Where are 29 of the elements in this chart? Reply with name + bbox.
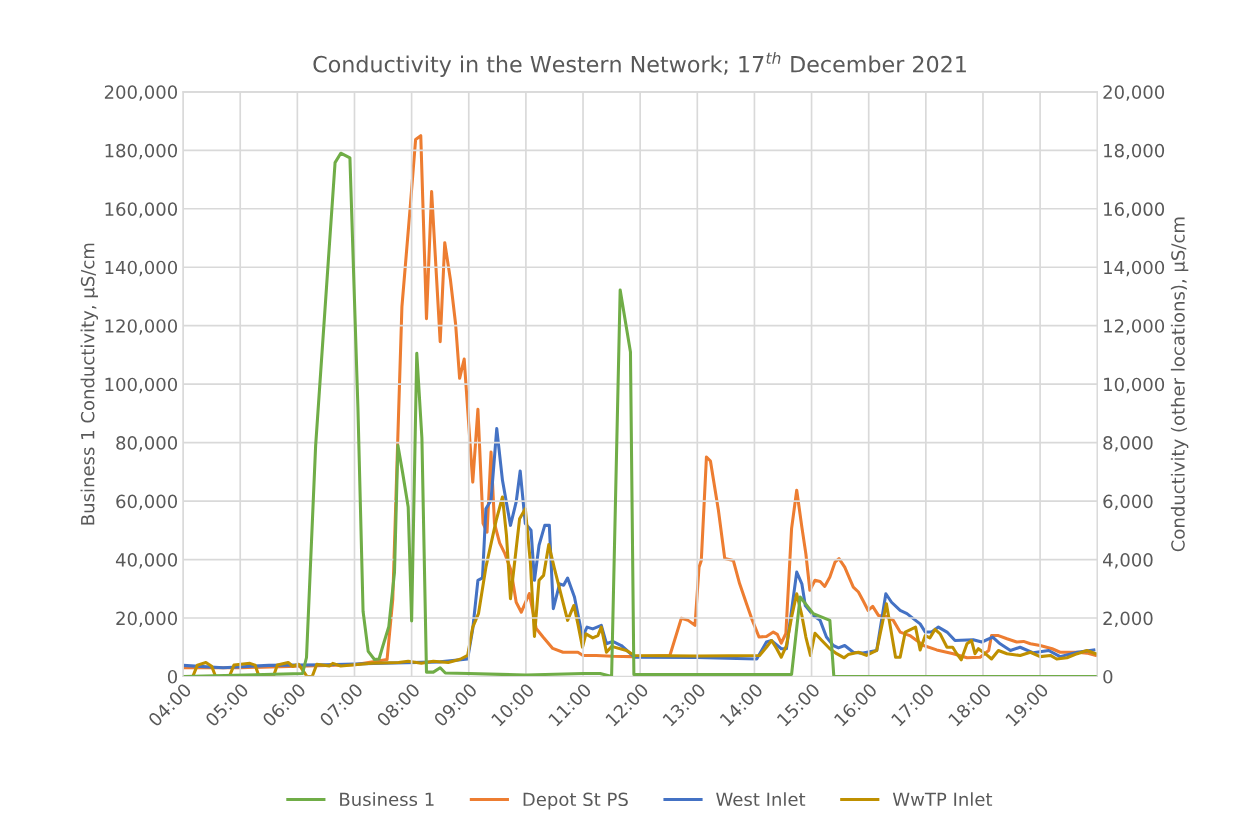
y2-tick-label: 16,000 (1104, 202, 1165, 218)
y2-tick-label: 2,000 (1103, 611, 1153, 627)
y-tick-label: 100,000 (105, 377, 178, 394)
y2-tick-label: 4,000 (1102, 553, 1153, 569)
y2-tick-label: 18,000 (1104, 143, 1165, 160)
legend-label: West Inlet (716, 792, 806, 807)
y-tick-label: 180,000 (105, 143, 178, 160)
y2-tick-label: 10,000 (1104, 377, 1165, 394)
y-tick-label: 0 (167, 669, 178, 684)
legend-label: Business 1 (340, 792, 434, 807)
y-tick-label: 160,000 (105, 202, 178, 218)
y2-tick-label: 0 (1103, 669, 1113, 684)
y-tick-label: 120,000 (105, 319, 178, 335)
y2-tick-label: 6,000 (1103, 494, 1153, 511)
y-tick-label: 40,000 (115, 553, 178, 569)
y-tick-label: 60,000 (116, 494, 178, 511)
y-axis-title: Business 1 Conductivity, µS/cm (80, 243, 98, 525)
y2-tick-label: 14,000 (1104, 260, 1165, 277)
y-tick-label: 80,000 (116, 436, 178, 452)
chart-title: Conductivity in the Western Network; 17$^{th}$ December 2021 (313, 51, 966, 77)
y-tick-label: 140,000 (105, 260, 178, 277)
legend-label: Depot St PS (523, 792, 628, 810)
y2-tick-label: 8,000 (1103, 436, 1153, 452)
y2-axis-title: Conductivity (other locations), µS/cm (1170, 217, 1189, 552)
y-tick-label: 20,000 (116, 611, 178, 627)
y-tick-label: 200,000 (104, 85, 178, 101)
y2-tick-label: 12,000 (1104, 319, 1165, 335)
y2-tick-label: 20,000 (1103, 85, 1165, 101)
legend-label: WwTP Inlet (892, 792, 993, 807)
